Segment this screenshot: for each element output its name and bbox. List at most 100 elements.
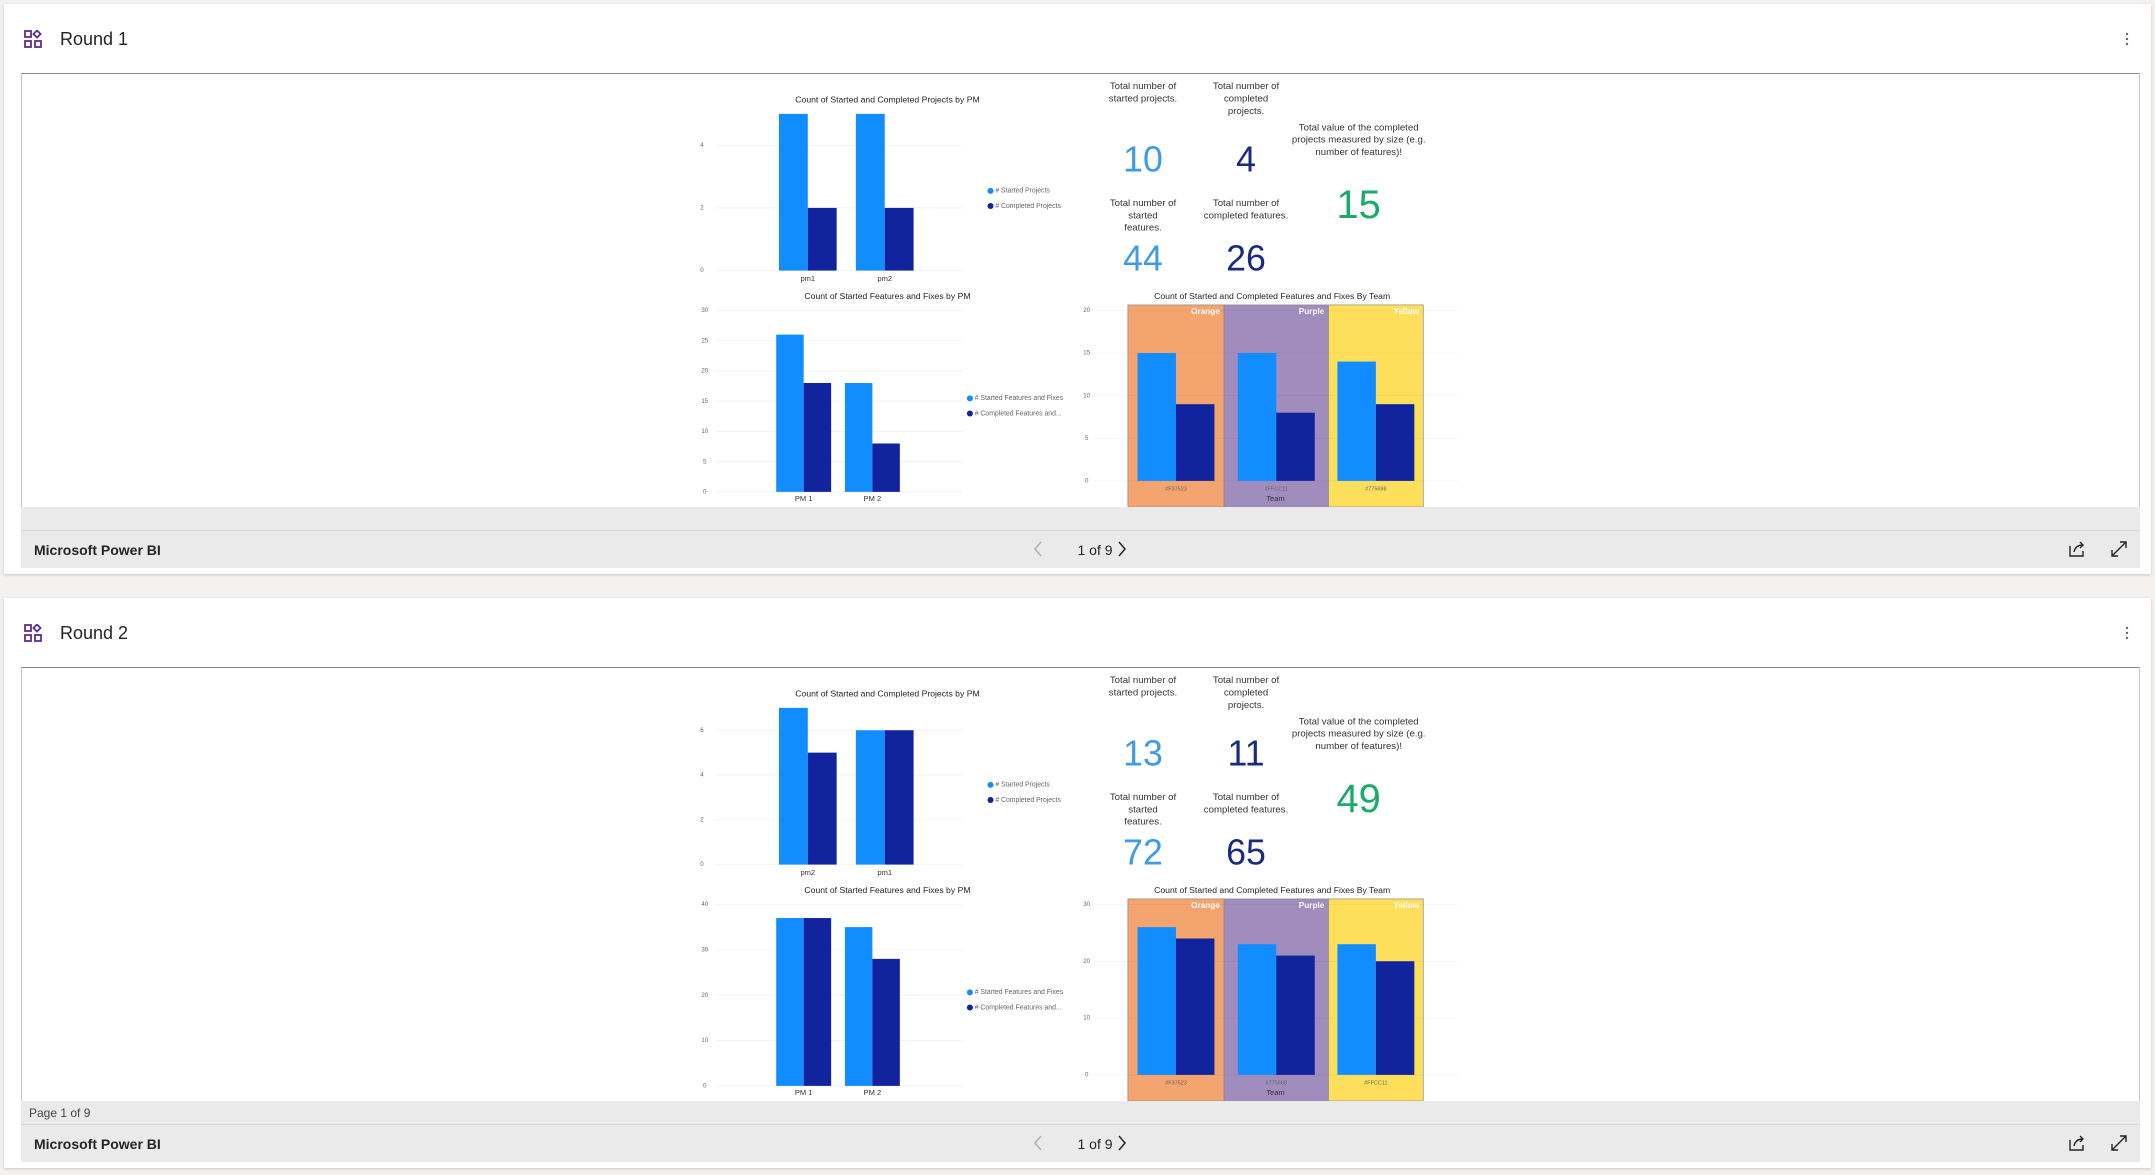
y-tick-label: 10 bbox=[1083, 392, 1090, 399]
report-footer: Microsoft Power BI 1 of 9 bbox=[21, 530, 2140, 568]
x-tick-label: pm1 bbox=[877, 868, 892, 877]
x-axis-title: Team bbox=[1266, 1088, 1284, 1097]
more-menu[interactable] bbox=[2125, 32, 2129, 46]
card-label: Total number of started projects. bbox=[1108, 82, 1178, 105]
share[interactable] bbox=[2068, 1134, 2086, 1152]
chart-title: Count of Started and Completed Projects … bbox=[795, 94, 979, 104]
prev-page[interactable] bbox=[1032, 540, 1044, 558]
brand: Microsoft Power BI bbox=[34, 1136, 161, 1152]
legend-swatch bbox=[966, 395, 973, 402]
band-label: Yellow bbox=[1394, 901, 1420, 910]
y-tick-label: 30 bbox=[701, 307, 708, 314]
report-icon bbox=[24, 30, 42, 48]
y-tick-label: 6 bbox=[700, 727, 704, 734]
card-value: 4 bbox=[1236, 139, 1256, 179]
y-tick-label: 15 bbox=[1083, 350, 1090, 357]
x-tick-label: pm2 bbox=[877, 274, 892, 283]
band-label: Purple bbox=[1299, 901, 1325, 910]
legend-swatch bbox=[987, 187, 994, 194]
card-value: 72 bbox=[1123, 832, 1163, 872]
panel-title: Round 1 bbox=[60, 29, 129, 49]
x-tick-label: PM 2 bbox=[864, 494, 882, 503]
y-tick-label: 30 bbox=[1083, 901, 1090, 908]
y-tick-label: 4 bbox=[700, 772, 704, 779]
card-label: Total number of started projects. bbox=[1108, 676, 1178, 699]
prev-page[interactable] bbox=[1032, 1134, 1044, 1152]
y-tick-label: 0 bbox=[700, 267, 704, 274]
card-value: 15 bbox=[1337, 183, 1381, 227]
card-label: Total value of the completed projects me… bbox=[1291, 717, 1426, 753]
bar bbox=[803, 383, 832, 492]
card-value: 65 bbox=[1226, 832, 1266, 872]
card-label-box: Total number of started projects. bbox=[1108, 82, 1178, 105]
y-tick-label: 2 bbox=[700, 205, 704, 212]
bar bbox=[884, 207, 914, 271]
x-tick-label: PM 1 bbox=[795, 494, 813, 503]
report-panel: Round 1 0 2 4 Count of Started and Completed… bbox=[4, 4, 2151, 574]
bar bbox=[1137, 353, 1176, 481]
card-value: 49 bbox=[1337, 777, 1381, 821]
card-label: Total value of the completed projects me… bbox=[1291, 123, 1426, 159]
card-label-box: Total number of completed projects. bbox=[1212, 82, 1280, 117]
bar bbox=[884, 730, 914, 865]
legend-label: # Started Features and Fixes bbox=[975, 395, 1064, 402]
x-tick-label: PM 2 bbox=[864, 1088, 882, 1097]
expand[interactable] bbox=[2110, 540, 2128, 558]
bar bbox=[872, 958, 900, 1086]
bar bbox=[855, 113, 885, 271]
y-tick-label: 10 bbox=[701, 428, 708, 435]
pager: 1 of 9 bbox=[1077, 542, 1113, 558]
y-tick-label: 0 bbox=[1085, 1072, 1089, 1079]
y-tick-label: 0 bbox=[703, 1083, 707, 1090]
bar bbox=[807, 752, 837, 865]
more-menu[interactable] bbox=[2125, 626, 2129, 640]
share[interactable] bbox=[2068, 540, 2086, 558]
x-tick-label: #775698 bbox=[1365, 487, 1386, 493]
bar bbox=[776, 334, 804, 492]
y-tick-label: 10 bbox=[1083, 1015, 1090, 1022]
panel-title: Round 2 bbox=[60, 623, 129, 643]
next-page[interactable] bbox=[1116, 540, 1128, 558]
x-tick-label: #FFCC11 bbox=[1364, 1081, 1387, 1087]
legend-label: # Started Features and Fixes bbox=[975, 989, 1064, 996]
next-page[interactable] bbox=[1116, 1134, 1128, 1152]
band-label: Purple bbox=[1299, 307, 1325, 316]
card-label: Total number of completed features. bbox=[1203, 793, 1289, 816]
legend-swatch bbox=[987, 781, 994, 788]
card-label-box: Total value of the completed projects me… bbox=[1291, 123, 1426, 159]
report-canvas: 0 2 4 Count of Started and Completed Projec… bbox=[700, 82, 1458, 508]
y-tick-label: 5 bbox=[1085, 435, 1089, 442]
bar bbox=[1137, 927, 1176, 1075]
chart-title: Count of Started and Completed Features … bbox=[1154, 885, 1390, 895]
card-label-box: Total number of started features. bbox=[1110, 199, 1176, 234]
card-label-box: Total number of completed projects. bbox=[1213, 676, 1279, 711]
x-tick-label: #F37523 bbox=[1165, 1081, 1187, 1087]
bar bbox=[1276, 955, 1315, 1075]
legend-label: # Completed Projects bbox=[995, 797, 1061, 804]
y-tick-label: 2 bbox=[700, 816, 704, 823]
bar bbox=[1237, 353, 1277, 481]
report-frame: 0 2 4 Count of Started and Completed Projec… bbox=[21, 73, 2140, 508]
x-tick-label: #F37523 bbox=[1165, 487, 1187, 493]
page-status: Page 1 of 9 bbox=[29, 1106, 91, 1120]
legend-swatch bbox=[987, 202, 994, 209]
card-label-box: Total value of the completed projects me… bbox=[1291, 717, 1426, 753]
y-tick-label: 25 bbox=[701, 337, 708, 344]
y-tick-label: 4 bbox=[700, 142, 704, 149]
band-label: Yellow bbox=[1394, 307, 1420, 316]
y-tick-label: 20 bbox=[701, 992, 708, 999]
band-label: Orange bbox=[1191, 901, 1220, 910]
legend-swatch bbox=[966, 989, 973, 996]
legend-label: # Completed Features and... bbox=[975, 410, 1062, 417]
report-footer: Microsoft Power BI 1 of 9 bbox=[21, 1124, 2140, 1162]
bar bbox=[776, 918, 804, 1086]
chart-title: Count of Started Features and Fixes by P… bbox=[804, 291, 970, 301]
card-value: 44 bbox=[1123, 238, 1163, 278]
expand[interactable] bbox=[2110, 1134, 2128, 1152]
card-label: Total number of completed projects. bbox=[1212, 82, 1280, 117]
y-tick-label: 0 bbox=[703, 489, 707, 496]
legend-swatch bbox=[966, 410, 973, 417]
y-tick-label: 0 bbox=[1085, 478, 1089, 485]
card-label-box: Total number of completed features. bbox=[1204, 199, 1288, 221]
